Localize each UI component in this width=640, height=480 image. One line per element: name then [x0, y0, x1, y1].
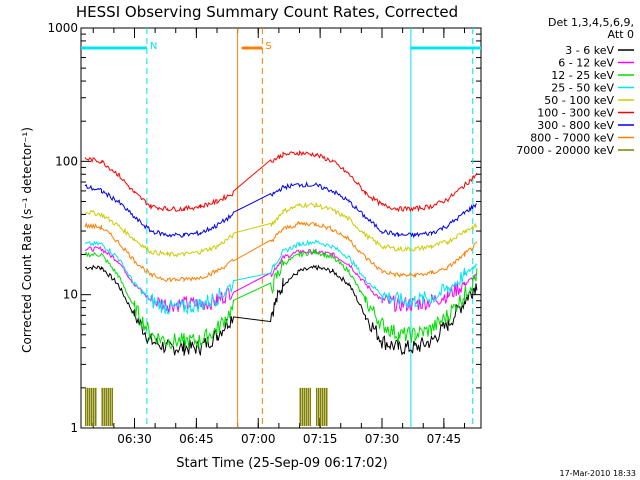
- legend-label: 300 - 800 keV: [537, 119, 614, 132]
- data-pulse: [305, 387, 307, 426]
- data-pulse: [86, 387, 89, 426]
- legend-label: 3 - 6 keV: [565, 44, 614, 57]
- data-series-line: [84, 220, 478, 283]
- legend-label: 12 - 25 keV: [551, 69, 614, 82]
- chart-title: HESSI Observing Summary Count Rates, Cor…: [76, 3, 458, 21]
- footer-timestamp: 17-Mar-2010 18:33: [560, 469, 637, 478]
- legend-label: 7000 - 20000 keV: [516, 144, 614, 157]
- data-pulse: [84, 387, 87, 426]
- data-pulse: [323, 387, 326, 426]
- data-pulse: [103, 387, 105, 426]
- data-pulse: [105, 387, 107, 426]
- x-tick-label: 07:00: [241, 432, 276, 446]
- data-series-line: [84, 248, 478, 350]
- x-tick-label: 07:30: [365, 432, 400, 446]
- data-pulse: [307, 387, 309, 426]
- data-pulse: [321, 387, 324, 426]
- legend-label: 100 - 300 keV: [537, 107, 614, 120]
- data-pulse: [325, 387, 328, 426]
- data-pulse: [111, 387, 113, 426]
- data-series-line: [84, 150, 478, 213]
- data-series-line: [84, 181, 478, 239]
- plot-frame: [80, 27, 482, 429]
- y-tick-label: 100: [55, 154, 78, 168]
- legend-header-line-1: Det 1,3,4,5,6,9,: [548, 16, 634, 29]
- x-axis-label: Start Time (25-Sep-09 06:17:02): [176, 456, 387, 471]
- x-tick-label: 07:15: [303, 432, 338, 446]
- x-tick-label: 06:30: [117, 432, 152, 446]
- data-pulse: [309, 387, 311, 426]
- y-tick-label: 1000: [47, 21, 78, 35]
- data-pulse: [88, 387, 91, 426]
- data-pulse: [299, 387, 301, 426]
- data-series-line: [84, 201, 478, 258]
- legend-label: 6 - 12 keV: [558, 57, 614, 70]
- legend-header-line-2: Att 0: [608, 28, 634, 41]
- legend-label: 800 - 7000 keV: [530, 132, 614, 145]
- data-pulse: [303, 387, 305, 426]
- legend-label: 25 - 50 keV: [551, 82, 614, 95]
- y-tick-label: 1: [70, 421, 78, 435]
- flag-label: N: [150, 41, 157, 52]
- y-axis-label: Corrected Count Rate (s⁻¹ detector⁻¹): [20, 127, 34, 353]
- data-pulse: [319, 387, 322, 426]
- flag-label: S: [265, 41, 271, 52]
- data-pulse: [109, 387, 111, 426]
- data-pulse: [301, 387, 303, 426]
- legend-label: 50 - 100 keV: [544, 94, 614, 107]
- data-series-line: [84, 239, 478, 315]
- data-pulse: [315, 387, 318, 426]
- data-pulse: [101, 387, 103, 426]
- data-pulse: [107, 387, 109, 426]
- data-series-line: [84, 264, 478, 356]
- plot-area: 1 10 100 1000 06:30 06:45 07:00 07:15 07:30 07:45…: [47, 21, 482, 446]
- data-pulse: [317, 387, 320, 426]
- x-tick-label: 06:45: [179, 432, 214, 446]
- data-pulse: [90, 387, 93, 426]
- x-tick-label: 07:45: [427, 432, 462, 446]
- data-series-line: [84, 245, 478, 313]
- y-tick-label: 10: [63, 288, 78, 302]
- data-pulse: [94, 387, 97, 426]
- data-pulse: [92, 387, 95, 426]
